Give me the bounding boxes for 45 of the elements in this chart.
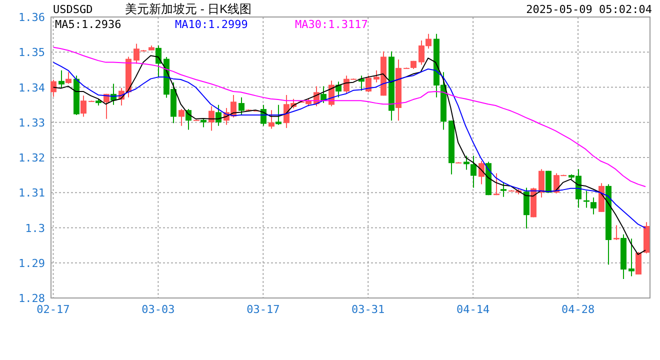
y-tick-label: 1.29 xyxy=(18,256,45,270)
candlestick xyxy=(58,70,64,89)
candlestick xyxy=(590,197,596,215)
y-tick-label: 1.31 xyxy=(18,186,45,200)
candlestick xyxy=(584,190,590,208)
y-tick-label: 1.33 xyxy=(18,116,45,130)
candlestick xyxy=(500,182,506,198)
text: MA30:1.3117 xyxy=(295,18,368,31)
candlestick xyxy=(238,96,244,116)
chart-title: 美元新加坡元 - 日K线图 xyxy=(125,2,252,16)
x-tick-label: 02-17 xyxy=(36,303,70,316)
y-tick-label: 1.36 xyxy=(18,11,45,24)
y-tick-label: 1.35 xyxy=(18,46,45,60)
y-tick-label: 1.28 xyxy=(18,292,45,305)
y-tick-label: 1.32 xyxy=(18,152,45,164)
candlestick xyxy=(494,172,500,196)
candlestick xyxy=(276,104,282,126)
candlestick xyxy=(538,168,544,198)
text: MA5:1.2936 xyxy=(55,18,122,31)
candlestick xyxy=(66,72,72,84)
candlestick xyxy=(268,110,274,130)
candlestick xyxy=(366,75,372,93)
candlestick xyxy=(80,95,86,118)
line-series xyxy=(52,46,646,188)
y-tick-label: 1.34 xyxy=(18,81,46,94)
y-tick-label: 1.3 xyxy=(25,222,45,235)
text: MA10:1.2999 xyxy=(175,18,248,31)
candlestick xyxy=(464,155,470,170)
candlestick xyxy=(216,104,222,126)
candlestick xyxy=(208,106,214,132)
x-tick-label: 03-17 xyxy=(246,303,280,316)
text: 2025-05-09 05:02:04 xyxy=(526,3,652,16)
x-tick-label: 03-03 xyxy=(142,303,175,316)
candlestick xyxy=(178,108,184,126)
x-tick-label: 03-31 xyxy=(352,303,385,316)
candlestick xyxy=(628,238,634,277)
chart-subtitle: USDSGD xyxy=(53,3,93,16)
candlestick xyxy=(524,187,530,229)
candlestick xyxy=(614,224,620,241)
candlestick xyxy=(478,160,484,185)
x-tick-label: 04-28 xyxy=(561,303,595,316)
candlestick xyxy=(50,79,56,98)
candlestick xyxy=(636,251,642,275)
x-tick-label: 04-14 xyxy=(456,303,490,316)
candlestick xyxy=(470,155,476,188)
